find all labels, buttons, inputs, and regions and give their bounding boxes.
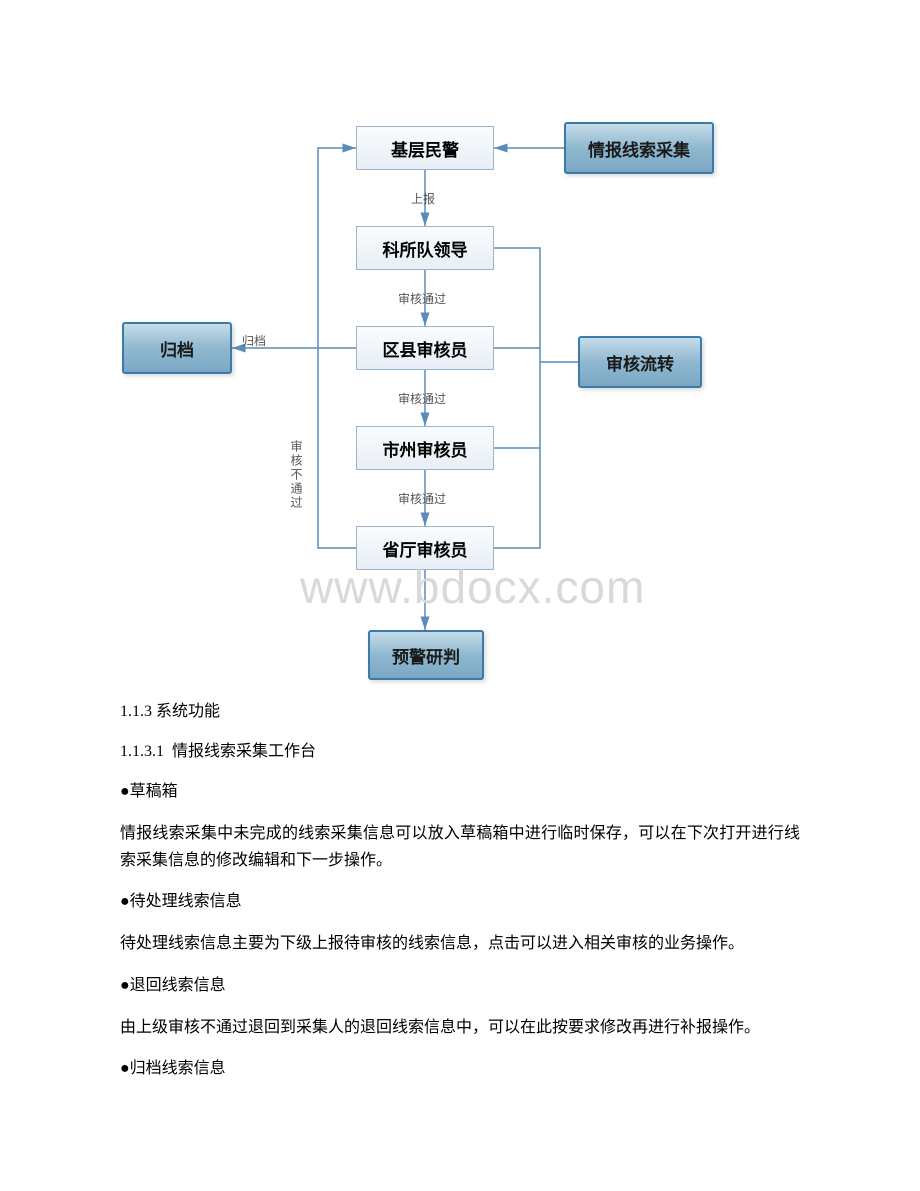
node-label: 审核流转 [606,350,674,375]
label-node-collect: 情报线索采集 [564,122,714,174]
flow-node-police: 基层民警 [356,126,494,170]
bullet-item: ●归档线索信息 [120,1057,800,1081]
bullet-body: 由上级审核不通过退回到采集人的退回线索信息中，可以在此按要求修改再进行补报操作。 [120,1014,800,1041]
edge-label-fail: 审核不通过 [288,440,305,510]
bullet-title: 退回线索信息 [130,977,226,994]
section-title: 系统功能 [156,703,220,720]
edge-label-pass3: 审核通过 [398,490,446,507]
flow-node-city: 市州审核员 [356,426,494,470]
section-number: 1.1.3 [120,703,152,720]
node-label: 科所队领导 [383,236,468,261]
edge-label-pass1: 审核通过 [398,290,446,307]
document-body: 1.1.3 系统功能 1.1.3.1 情报线索采集工作台 ●草稿箱 情报线索采集… [120,700,800,1097]
subsection-number: 1.1.3.1 [120,743,164,760]
node-label: 情报线索采集 [588,136,690,161]
node-label: 归档 [160,336,194,361]
subsection-title: 情报线索采集工作台 [172,743,316,760]
bullet-title: 草稿箱 [130,783,178,800]
bullet-body: 待处理线索信息主要为下级上报待审核的线索信息，点击可以进入相关审核的业务操作。 [120,930,800,957]
flow-node-county: 区县审核员 [356,326,494,370]
bullet-title: 待处理线索信息 [130,893,242,910]
bullet-title: 归档线索信息 [130,1060,226,1077]
node-label: 基层民警 [391,136,459,161]
edge-label-archive: 归档 [242,332,266,349]
label-node-archive: 归档 [122,322,232,374]
node-label: 省厅审核员 [383,536,468,561]
node-label: 区县审核员 [383,336,468,361]
node-label: 市州审核员 [383,436,468,461]
edge-label-pass2: 审核通过 [398,390,446,407]
bullet-item: ●待处理线索信息 [120,890,800,914]
flow-node-province: 省厅审核员 [356,526,494,570]
flow-node-section: 科所队领导 [356,226,494,270]
connector-lines [0,100,920,680]
section-heading: 1.1.3 系统功能 [120,700,800,724]
edge-label-report: 上报 [411,190,435,207]
node-label: 预警研判 [392,643,460,668]
bullet-body: 情报线索采集中未完成的线索采集信息可以放入草稿箱中进行临时保存，可以在下次打开进… [120,820,800,874]
bullet-item: ●草稿箱 [120,780,800,804]
label-node-warning: 预警研判 [368,630,484,680]
flowchart-diagram: 基层民警 科所队领导 区县审核员 市州审核员 省厅审核员 情报线索采集 归档 审… [0,100,920,680]
label-node-review: 审核流转 [578,336,702,388]
subsection-heading: 1.1.3.1 情报线索采集工作台 [120,740,800,764]
bullet-item: ●退回线索信息 [120,974,800,998]
